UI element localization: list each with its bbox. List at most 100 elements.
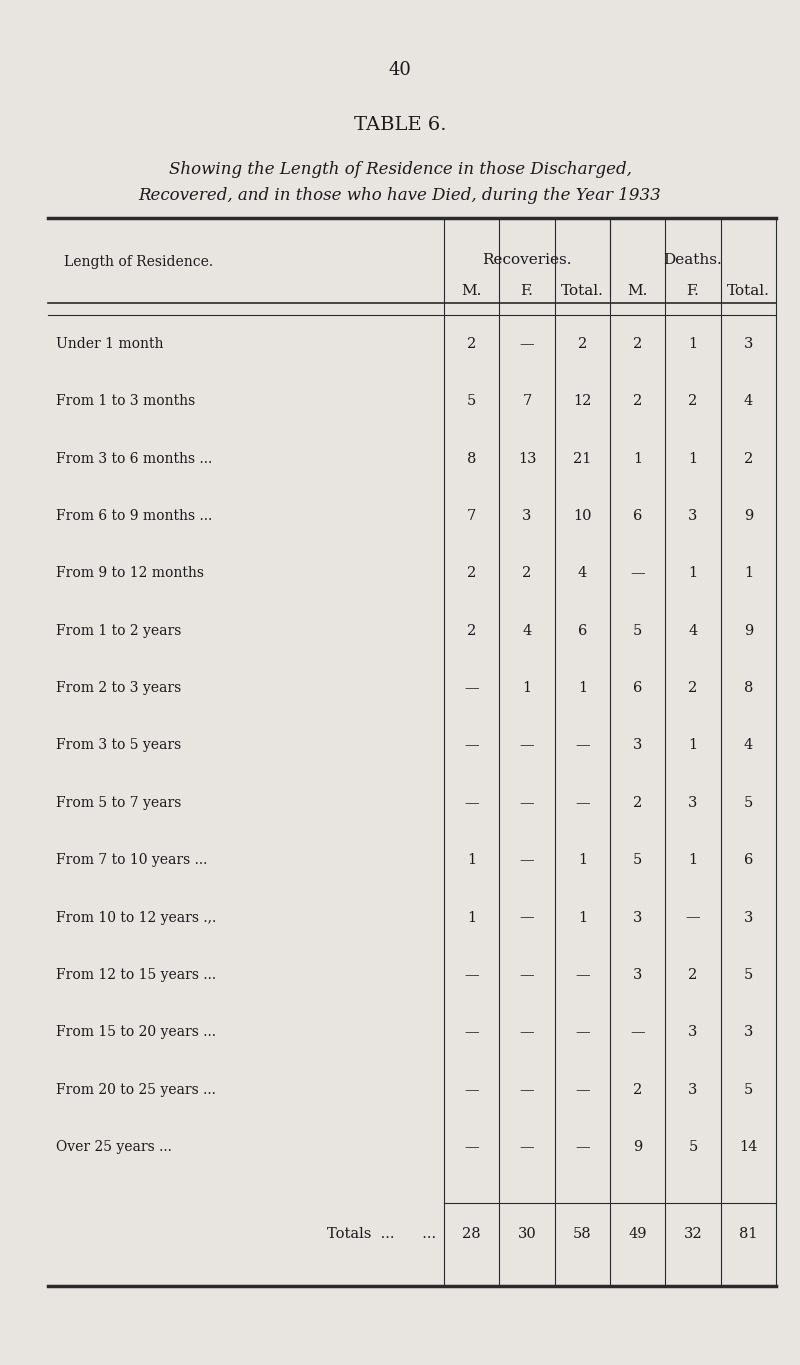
Text: 8: 8	[467, 452, 476, 465]
Text: 40: 40	[389, 61, 411, 79]
Text: From 3 to 5 years: From 3 to 5 years	[56, 738, 182, 752]
Text: 4: 4	[522, 624, 532, 637]
Text: 1: 1	[467, 910, 476, 924]
Text: Total.: Total.	[727, 284, 770, 298]
Text: From 2 to 3 years: From 2 to 3 years	[56, 681, 182, 695]
Text: —: —	[464, 1082, 479, 1096]
Text: 3: 3	[744, 1025, 753, 1039]
Text: 1: 1	[633, 452, 642, 465]
Text: —: —	[520, 337, 534, 351]
Text: 10: 10	[573, 509, 591, 523]
Text: —: —	[575, 1140, 590, 1153]
Text: F.: F.	[686, 284, 699, 298]
Text: 2: 2	[633, 796, 642, 809]
Text: —: —	[520, 853, 534, 867]
Text: 13: 13	[518, 452, 536, 465]
Text: 8: 8	[744, 681, 753, 695]
Text: 3: 3	[522, 509, 532, 523]
Text: 3: 3	[633, 738, 642, 752]
Text: 3: 3	[688, 796, 698, 809]
Text: Total.: Total.	[561, 284, 604, 298]
Text: From 9 to 12 months: From 9 to 12 months	[56, 566, 204, 580]
Text: 28: 28	[462, 1227, 481, 1241]
Text: From 1 to 3 months: From 1 to 3 months	[56, 394, 195, 408]
Text: 4: 4	[578, 566, 587, 580]
Text: —: —	[520, 910, 534, 924]
Text: —: —	[575, 738, 590, 752]
Text: 6: 6	[744, 853, 753, 867]
Text: 3: 3	[688, 509, 698, 523]
Text: —: —	[464, 968, 479, 981]
Text: 2: 2	[688, 968, 698, 981]
Text: —: —	[575, 968, 590, 981]
Text: —: —	[575, 1025, 590, 1039]
Text: 6: 6	[633, 509, 642, 523]
Text: 14: 14	[739, 1140, 758, 1153]
Text: 1: 1	[689, 337, 698, 351]
Text: 1: 1	[522, 681, 531, 695]
Text: 4: 4	[744, 394, 753, 408]
Text: —: —	[630, 566, 645, 580]
Text: 7: 7	[467, 509, 476, 523]
Text: 2: 2	[633, 1082, 642, 1096]
Text: 4: 4	[688, 624, 698, 637]
Text: 1: 1	[689, 853, 698, 867]
Text: 3: 3	[744, 910, 753, 924]
Text: 49: 49	[629, 1227, 647, 1241]
Text: From 1 to 2 years: From 1 to 2 years	[56, 624, 182, 637]
Text: 3: 3	[633, 968, 642, 981]
Text: F.: F.	[521, 284, 534, 298]
Text: Showing the Length of Residence in those Discharged,: Showing the Length of Residence in those…	[169, 161, 631, 177]
Text: 5: 5	[633, 624, 642, 637]
Text: 7: 7	[522, 394, 532, 408]
Text: 1: 1	[578, 681, 587, 695]
Text: 2: 2	[467, 337, 476, 351]
Text: —: —	[464, 738, 479, 752]
Text: 58: 58	[573, 1227, 592, 1241]
Text: 5: 5	[744, 796, 753, 809]
Text: —: —	[520, 738, 534, 752]
Text: From 6 to 9 months ...: From 6 to 9 months ...	[56, 509, 212, 523]
Text: 5: 5	[744, 968, 753, 981]
Text: 3: 3	[744, 337, 753, 351]
Text: From 20 to 25 years ...: From 20 to 25 years ...	[56, 1082, 216, 1096]
Text: TABLE 6.: TABLE 6.	[354, 116, 446, 134]
Text: 9: 9	[744, 624, 753, 637]
Text: —: —	[686, 910, 700, 924]
Text: 9: 9	[744, 509, 753, 523]
Text: 3: 3	[688, 1082, 698, 1096]
Text: 2: 2	[467, 566, 476, 580]
Text: Under 1 month: Under 1 month	[56, 337, 163, 351]
Text: 1: 1	[689, 738, 698, 752]
Text: 5: 5	[688, 1140, 698, 1153]
Text: Over 25 years ...: Over 25 years ...	[56, 1140, 172, 1153]
Text: 12: 12	[573, 394, 591, 408]
Text: 5: 5	[467, 394, 476, 408]
Text: —: —	[520, 1025, 534, 1039]
Text: 5: 5	[744, 1082, 753, 1096]
Text: —: —	[520, 1082, 534, 1096]
Text: —: —	[464, 796, 479, 809]
Text: —: —	[630, 1025, 645, 1039]
Text: From 12 to 15 years ...: From 12 to 15 years ...	[56, 968, 216, 981]
Text: 2: 2	[688, 394, 698, 408]
Text: 5: 5	[633, 853, 642, 867]
Text: 4: 4	[744, 738, 753, 752]
Text: 1: 1	[467, 853, 476, 867]
Text: 1: 1	[578, 910, 587, 924]
Text: 3: 3	[633, 910, 642, 924]
Text: 2: 2	[688, 681, 698, 695]
Text: Length of Residence.: Length of Residence.	[64, 255, 213, 269]
Text: 2: 2	[522, 566, 532, 580]
Text: From 5 to 7 years: From 5 to 7 years	[56, 796, 182, 809]
Text: Recovered, and in those who have Died, during the Year 1933: Recovered, and in those who have Died, d…	[138, 187, 662, 203]
Text: 2: 2	[467, 624, 476, 637]
Text: —: —	[464, 681, 479, 695]
Text: 32: 32	[684, 1227, 702, 1241]
Text: M.: M.	[627, 284, 648, 298]
Text: M.: M.	[462, 284, 482, 298]
Text: Recoveries.: Recoveries.	[482, 253, 572, 266]
Text: 21: 21	[573, 452, 591, 465]
Text: —: —	[575, 796, 590, 809]
Text: —: —	[520, 968, 534, 981]
